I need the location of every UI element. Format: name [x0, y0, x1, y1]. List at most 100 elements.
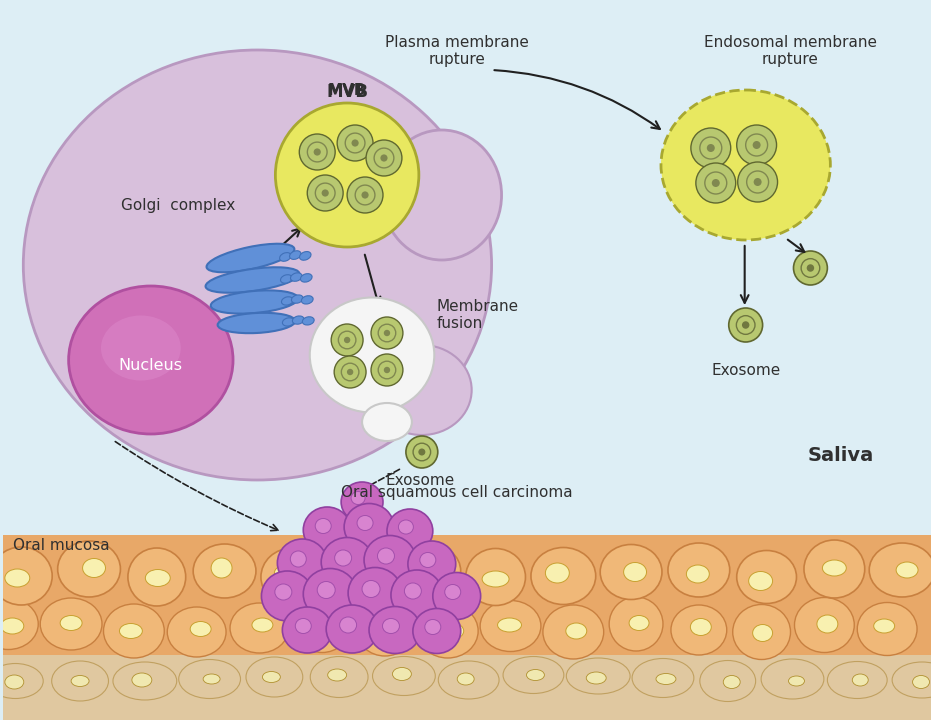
Text: Oral mucosa: Oral mucosa [13, 538, 110, 552]
Ellipse shape [378, 623, 398, 637]
Ellipse shape [279, 253, 291, 261]
Ellipse shape [412, 557, 437, 577]
Ellipse shape [316, 518, 331, 534]
Ellipse shape [624, 562, 646, 582]
Text: Membrane
fusion: Membrane fusion [437, 299, 519, 331]
Ellipse shape [1, 618, 24, 634]
Circle shape [406, 436, 438, 468]
Ellipse shape [383, 618, 399, 634]
Circle shape [371, 354, 403, 386]
Ellipse shape [292, 316, 304, 324]
Ellipse shape [190, 621, 211, 636]
Ellipse shape [609, 597, 663, 651]
Ellipse shape [295, 601, 350, 652]
Ellipse shape [295, 618, 311, 634]
Text: Oral squamous cell carcinoma: Oral squamous cell carcinoma [341, 485, 573, 500]
Ellipse shape [857, 603, 917, 655]
Circle shape [352, 140, 358, 147]
Ellipse shape [480, 600, 541, 652]
Ellipse shape [531, 547, 596, 605]
Ellipse shape [5, 569, 30, 587]
Ellipse shape [733, 605, 790, 660]
Ellipse shape [280, 275, 292, 283]
Ellipse shape [404, 583, 422, 599]
Ellipse shape [395, 544, 461, 598]
Ellipse shape [206, 267, 300, 293]
Ellipse shape [852, 674, 869, 686]
Ellipse shape [261, 548, 324, 606]
Ellipse shape [417, 604, 479, 658]
Ellipse shape [656, 673, 676, 685]
Ellipse shape [83, 559, 105, 577]
Ellipse shape [372, 657, 436, 696]
Ellipse shape [816, 615, 838, 633]
Ellipse shape [700, 660, 756, 701]
Ellipse shape [503, 657, 564, 693]
Ellipse shape [281, 297, 293, 305]
Ellipse shape [307, 615, 331, 633]
Ellipse shape [275, 565, 298, 581]
Ellipse shape [300, 251, 311, 260]
Circle shape [691, 128, 731, 168]
Ellipse shape [321, 538, 373, 587]
Ellipse shape [282, 318, 294, 326]
Ellipse shape [668, 543, 730, 597]
Ellipse shape [351, 492, 365, 505]
Ellipse shape [362, 580, 380, 598]
Circle shape [384, 366, 390, 373]
Bar [4, 535, 931, 720]
Ellipse shape [566, 623, 587, 639]
Ellipse shape [290, 273, 303, 282]
Text: Golgi  complex: Golgi complex [121, 197, 235, 212]
Ellipse shape [230, 603, 289, 653]
Ellipse shape [749, 572, 773, 590]
Ellipse shape [382, 130, 502, 260]
Ellipse shape [804, 540, 865, 598]
Circle shape [371, 317, 403, 349]
Ellipse shape [341, 482, 383, 522]
Ellipse shape [58, 541, 120, 597]
Circle shape [307, 175, 344, 211]
Ellipse shape [482, 571, 509, 587]
Circle shape [381, 154, 387, 161]
Ellipse shape [408, 541, 455, 587]
Ellipse shape [393, 667, 412, 680]
Ellipse shape [466, 549, 525, 606]
Ellipse shape [543, 605, 603, 659]
Ellipse shape [391, 570, 443, 620]
Circle shape [384, 330, 390, 336]
Ellipse shape [304, 507, 351, 553]
Ellipse shape [0, 664, 43, 698]
Circle shape [361, 192, 369, 199]
Ellipse shape [301, 274, 312, 282]
Ellipse shape [497, 618, 521, 632]
Ellipse shape [218, 312, 295, 333]
Ellipse shape [263, 672, 280, 683]
Ellipse shape [789, 676, 804, 686]
Ellipse shape [210, 290, 298, 314]
Ellipse shape [445, 585, 461, 600]
Ellipse shape [303, 317, 314, 325]
Circle shape [418, 449, 425, 456]
Ellipse shape [439, 661, 499, 699]
Ellipse shape [629, 616, 649, 631]
Ellipse shape [566, 658, 630, 694]
Circle shape [344, 337, 350, 343]
Ellipse shape [334, 550, 352, 566]
Circle shape [753, 178, 762, 186]
Ellipse shape [822, 560, 846, 576]
Ellipse shape [326, 605, 378, 653]
Ellipse shape [546, 563, 570, 583]
Ellipse shape [358, 516, 373, 531]
Circle shape [737, 162, 777, 202]
Ellipse shape [0, 598, 38, 649]
Ellipse shape [752, 624, 773, 642]
Ellipse shape [377, 548, 395, 564]
Ellipse shape [362, 403, 412, 441]
Ellipse shape [275, 584, 291, 600]
Ellipse shape [686, 565, 709, 583]
Circle shape [695, 163, 735, 203]
Ellipse shape [302, 296, 313, 304]
Ellipse shape [330, 551, 390, 603]
Ellipse shape [897, 562, 918, 578]
